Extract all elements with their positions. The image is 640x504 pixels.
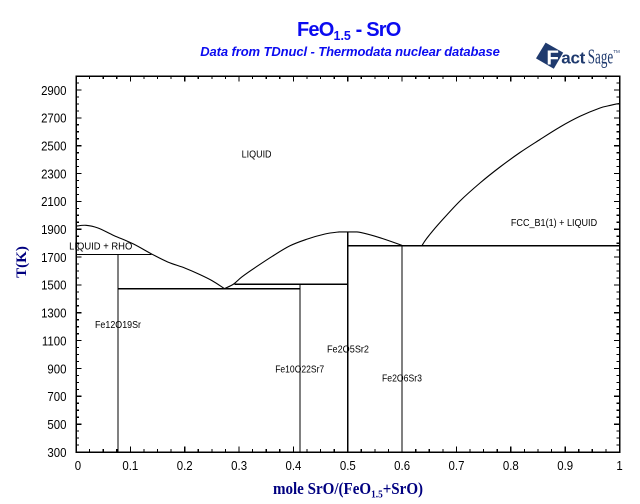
svg-text:F: F <box>546 46 559 69</box>
svg-text:1: 1 <box>616 458 623 473</box>
svg-text:0.8: 0.8 <box>503 458 519 473</box>
svg-text:500: 500 <box>47 417 66 432</box>
svg-text:0: 0 <box>75 458 82 473</box>
svg-text:1700: 1700 <box>41 250 67 265</box>
svg-text:2500: 2500 <box>41 139 67 154</box>
svg-text:T(K): T(K) <box>14 246 30 278</box>
svg-text:1500: 1500 <box>41 278 67 293</box>
svg-text:2100: 2100 <box>41 195 67 210</box>
svg-text:LIQUID: LIQUID <box>242 148 272 160</box>
svg-text:0.7: 0.7 <box>449 458 465 473</box>
svg-text:Fe2O6Sr3: Fe2O6Sr3 <box>382 372 422 384</box>
svg-text:0.2: 0.2 <box>177 458 193 473</box>
svg-text:0.3: 0.3 <box>231 458 247 473</box>
svg-text:900: 900 <box>47 362 66 377</box>
svg-text:2300: 2300 <box>41 167 67 182</box>
svg-text:300: 300 <box>47 445 66 460</box>
svg-text:Fe2O5Sr2: Fe2O5Sr2 <box>327 344 369 356</box>
svg-text:Fe12O19Sr: Fe12O19Sr <box>95 319 141 331</box>
svg-text:0.4: 0.4 <box>285 458 301 473</box>
svg-text:TM: TM <box>613 49 620 54</box>
svg-text:0.9: 0.9 <box>557 458 573 473</box>
svg-text:act: act <box>561 49 585 68</box>
svg-text:700: 700 <box>47 389 66 404</box>
svg-text:1300: 1300 <box>41 306 67 321</box>
svg-text:0.6: 0.6 <box>394 458 410 473</box>
svg-text:2700: 2700 <box>41 111 67 126</box>
svg-text:1100: 1100 <box>42 334 67 349</box>
svg-text:2900: 2900 <box>41 83 67 98</box>
svg-text:Data from TDnucl - Thermodata: Data from TDnucl - Thermodata nuclear da… <box>200 44 500 59</box>
svg-text:LIQUID + RHO: LIQUID + RHO <box>69 241 132 253</box>
svg-text:Sage: Sage <box>588 44 613 68</box>
svg-text:mole SrO/(FeO1.5+SrO): mole SrO/(FeO1.5+SrO) <box>273 480 423 500</box>
svg-text:Fe10O22Sr7: Fe10O22Sr7 <box>275 363 324 375</box>
svg-text:0.1: 0.1 <box>122 458 138 473</box>
svg-text:FCC_B1(1) + LIQUID: FCC_B1(1) + LIQUID <box>511 217 597 229</box>
svg-text:0.5: 0.5 <box>340 458 356 473</box>
svg-text:1900: 1900 <box>41 222 67 237</box>
